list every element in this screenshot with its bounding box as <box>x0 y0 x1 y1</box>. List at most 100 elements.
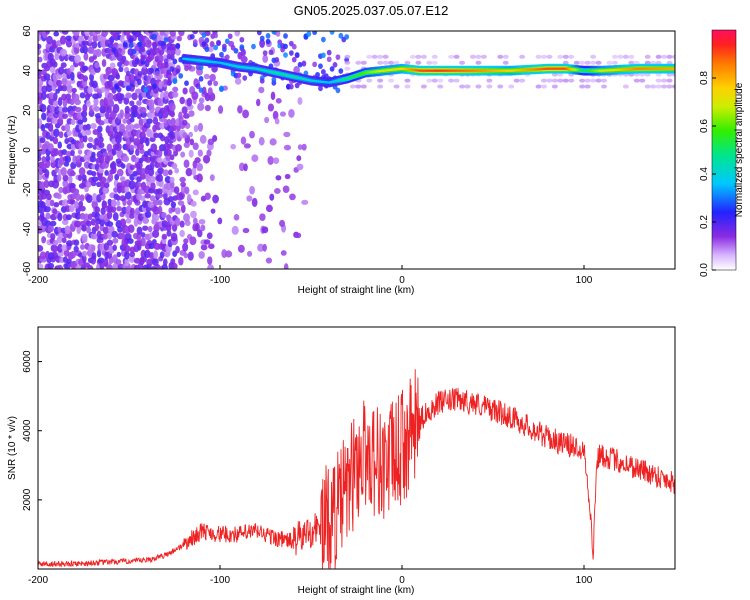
y-tick-label: 4000 <box>22 419 33 442</box>
spectral-cell <box>93 106 100 112</box>
spectral-cell <box>146 118 153 125</box>
spectral-cell <box>224 38 230 45</box>
spectral-cell <box>655 78 662 83</box>
spectral-cell <box>318 63 323 69</box>
spectral-cell <box>192 189 199 196</box>
spectral-cell <box>154 47 160 54</box>
spectral-cell <box>176 35 182 42</box>
spectral-cell <box>96 181 102 188</box>
spectral-cell <box>209 73 216 82</box>
spectral-cell <box>107 99 115 108</box>
spectral-cell <box>203 73 210 80</box>
spectral-cell <box>508 84 515 89</box>
spectral-cell <box>178 31 185 37</box>
spectral-cell <box>255 98 261 107</box>
spectral-cell <box>94 162 100 172</box>
spectral-cell <box>320 36 326 43</box>
spectral-cell <box>519 54 526 59</box>
spectral-cell <box>579 84 586 89</box>
spectral-cell <box>168 169 173 176</box>
spectral-cell <box>203 239 211 245</box>
spectral-cell <box>53 31 60 37</box>
spectral-cell <box>73 46 80 54</box>
spectral-cell <box>259 213 266 221</box>
spectral-cell <box>464 84 471 89</box>
spectral-cell <box>349 84 356 89</box>
spectral-cell <box>206 232 213 240</box>
spectral-cell <box>377 60 384 65</box>
spectral-cell <box>192 142 199 151</box>
colorbar-tick-label: 0.2 <box>699 215 710 229</box>
spectral-cell <box>62 179 69 188</box>
spectral-cell <box>69 193 77 200</box>
spectral-cell <box>155 188 164 195</box>
spectral-cell <box>45 155 51 162</box>
spectral-cell <box>43 179 50 189</box>
spectral-cell <box>219 51 224 58</box>
spectral-cell <box>131 109 138 118</box>
spectral-cell <box>502 54 509 59</box>
spectral-cell <box>251 197 258 207</box>
spectral-cell <box>122 118 128 124</box>
spectral-cell <box>62 106 69 113</box>
spectral-cell <box>415 54 422 59</box>
spectral-cell <box>622 54 629 59</box>
spectral-cell <box>90 232 98 240</box>
spectral-cell <box>180 181 187 188</box>
spectral-cell <box>557 54 564 59</box>
spectral-cell <box>497 54 504 59</box>
spectral-cell <box>297 61 303 68</box>
spectral-cell <box>251 154 259 163</box>
spectral-cell <box>69 64 75 73</box>
spectral-cell <box>157 199 163 206</box>
spectral-cell <box>129 100 135 107</box>
spectral-cell <box>242 227 250 234</box>
spectral-cell <box>283 144 292 151</box>
spectral-cell <box>53 92 58 101</box>
spectral-cell <box>129 117 135 123</box>
colorbar-ticks: 0.0 0.2 0.4 0.6 0.8 <box>699 71 716 277</box>
spectral-cell <box>183 238 189 244</box>
x-tick-label: -200 <box>28 275 48 286</box>
spectral-cell <box>138 118 144 126</box>
spectral-cell <box>92 128 99 135</box>
spectral-cell <box>102 151 109 158</box>
spectral-cell <box>606 60 613 65</box>
spectrogram-y-axis-label: Frequency (Hz) <box>7 116 18 185</box>
spectral-cell <box>644 84 651 89</box>
spectral-cell <box>116 251 122 258</box>
spectral-cell <box>197 102 205 111</box>
spectral-cell <box>106 221 114 227</box>
spectral-cell <box>153 250 159 259</box>
colorbar-tick-label: 0.6 <box>699 119 710 133</box>
spectral-cell <box>74 200 80 209</box>
spectral-cell <box>107 130 115 137</box>
spectral-cell <box>43 73 51 80</box>
spectral-cell <box>123 31 131 36</box>
spectral-cell <box>68 175 73 184</box>
spectral-cell <box>99 154 105 164</box>
spectral-cell <box>112 237 119 244</box>
x-tick-label: -100 <box>210 275 230 286</box>
spectral-cell <box>56 173 62 182</box>
spectral-cell <box>90 218 96 226</box>
spectral-cell <box>87 265 94 269</box>
spectral-cell <box>120 163 126 169</box>
spectral-cell <box>288 50 294 56</box>
spectral-cell <box>293 66 300 75</box>
spectral-cell <box>210 208 216 214</box>
spectral-cell <box>129 251 136 258</box>
spectral-cell <box>60 167 67 177</box>
spectral-cell <box>579 60 586 65</box>
spectral-cell <box>279 219 286 228</box>
spectral-cell <box>78 142 85 149</box>
spectral-cell <box>166 69 172 75</box>
spectral-cell <box>251 43 256 50</box>
spectral-cell <box>123 60 130 66</box>
spectral-cell <box>262 54 269 63</box>
spectral-cell <box>112 103 120 114</box>
spectral-cell <box>291 43 297 50</box>
spectral-cell <box>116 206 122 212</box>
y-tick-label: 6000 <box>22 350 33 373</box>
spectral-cell <box>47 143 54 152</box>
